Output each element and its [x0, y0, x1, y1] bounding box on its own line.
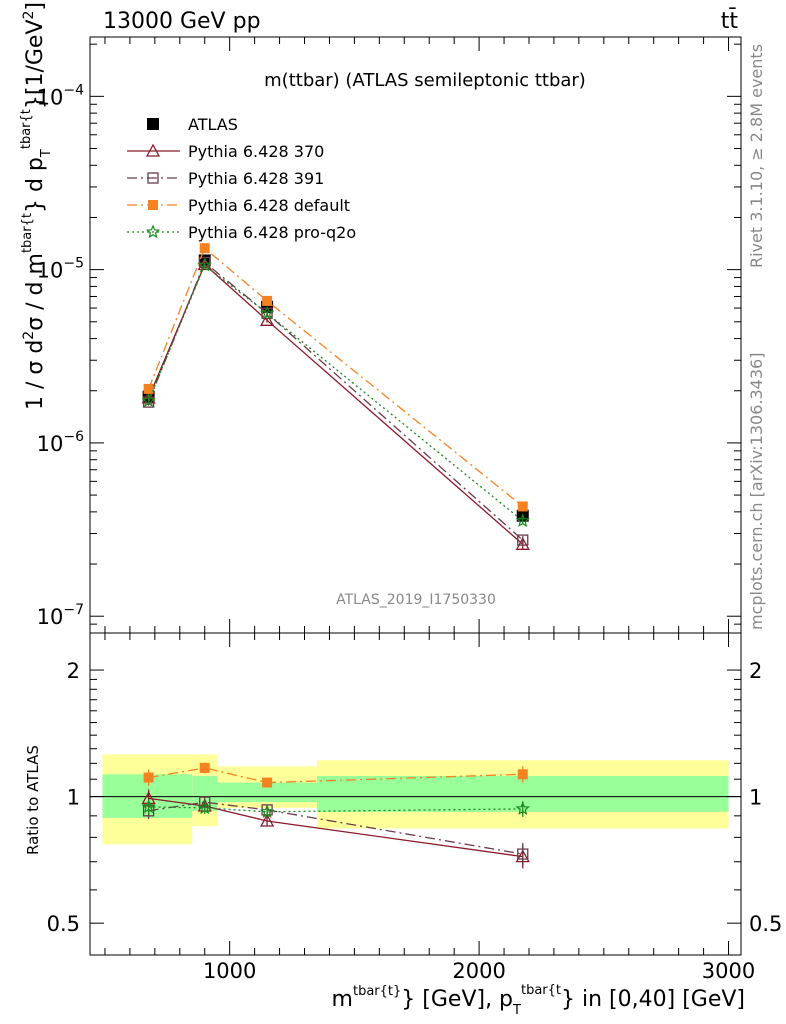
- point-pythia-6-428-default: [262, 777, 273, 788]
- ratio-y-axis-label: Ratio to ATLAS: [24, 745, 42, 855]
- ratio-y-tick-label-left: 1: [67, 786, 80, 810]
- main-series: [141, 243, 531, 550]
- legend-label-atlas: ATLAS: [188, 115, 238, 134]
- point-pythia-6-428-pro-q2o: [259, 804, 275, 818]
- point-pythia-6-428-391: [517, 848, 529, 860]
- header-left: 13000 GeV pp: [103, 9, 261, 34]
- point-pythia-6-428-default: [199, 762, 210, 773]
- point-pythia-6-428-default: [143, 383, 154, 394]
- series-line-pythia-6-428-370: [148, 797, 523, 858]
- y-tick-label: 10−7: [37, 602, 84, 629]
- point-pythia-6-428-370: [259, 813, 275, 827]
- series-line-pythia-6-428-pro-q2o: [147, 264, 524, 522]
- chart-title: m(ttbar) (ATLAS semileptonic ttbar): [264, 70, 586, 91]
- legend-marker-pythia-6-428-default: [148, 200, 158, 210]
- x-axis-label: mtbar{t}} [GeV], pTtbar{t} in [0,40] [Ge…: [332, 983, 745, 1018]
- x-tick-label: 1000: [203, 959, 256, 983]
- analysis-watermark: ATLAS_2019_I1750330: [336, 592, 496, 608]
- legend-label-pythia-6-428-default: Pythia 6.428 default: [188, 196, 350, 215]
- legend: ATLAS Pythia 6.428 370 Pythia 6.428 391 Pyt…: [127, 115, 356, 242]
- point-pythia-6-428-pro-q2o: [259, 305, 275, 320]
- legend-label-pythia-6-428-pro-q2o: Pythia 6.428 pro-q2o: [188, 223, 356, 242]
- main-y-axis-label: 1 / σ d2σ / d mtbar{t} d pTtbar{t}[1/GeV…: [19, 2, 54, 410]
- y-tick-label: 10−6: [37, 429, 84, 456]
- series-line-pythia-6-428-default: [147, 247, 524, 507]
- ratio-panel-frame: [89, 632, 742, 956]
- ratio-series: [141, 762, 531, 869]
- point-pythia-6-428-pro-q2o: [141, 393, 156, 407]
- x-tick-label: 2000: [452, 959, 505, 983]
- legend-marker-pythia-6-428-370: [145, 143, 161, 157]
- legend-marker-atlas: [147, 118, 159, 130]
- ratio-y-tick-label-left: 2: [67, 659, 80, 683]
- point-pythia-6-428-default: [199, 243, 210, 254]
- point-pythia-6-428-391: [517, 534, 529, 546]
- point-pythia-6-428-pro-q2o: [515, 513, 531, 527]
- point-pythia-6-428-pro-q2o: [515, 801, 531, 815]
- point-pythia-6-428-default: [143, 772, 154, 783]
- point-pythia-6-428-pro-q2o: [141, 799, 156, 814]
- series-line-pythia-6-428-pro-q2o: [148, 806, 523, 813]
- point-pythia-6-428-391: [142, 396, 155, 408]
- series-line-pythia-6-428-default: [148, 767, 523, 784]
- legend-marker-pythia-6-428-391: [147, 172, 159, 184]
- rivet-label: Rivet 3.1.10, ≥ 2.8M events: [747, 44, 766, 268]
- y-tick-label: 10−5: [37, 256, 84, 283]
- ratio-y-tick-label-right: 1: [749, 786, 762, 810]
- point-pythia-6-428-pro-q2o: [197, 800, 212, 815]
- source-label: mcplots.cern.ch [arXiv:1306.3436]: [747, 353, 766, 630]
- series-line-pythia-6-428-391: [148, 801, 523, 855]
- ratio-y-tick-label-right: 2: [749, 659, 762, 683]
- series-line-pythia-6-428-391: [147, 261, 524, 541]
- ratio-bands: [102, 754, 729, 845]
- point-pythia-6-428-370: [515, 536, 530, 550]
- legend-marker-pythia-6-428-pro-q2o: [145, 224, 161, 239]
- ratio-band-green: [217, 782, 317, 803]
- point-pythia-6-428-370: [259, 312, 275, 326]
- legend-label-pythia-6-428-370: Pythia 6.428 370: [188, 142, 324, 161]
- ratio-y-tick-label-left: 0.5: [47, 912, 80, 936]
- point-pythia-6-428-default: [517, 769, 528, 780]
- point-pythia-6-428-pro-q2o: [197, 257, 212, 272]
- point-pythia-6-428-default: [517, 501, 528, 512]
- y-tick-label: 10−4: [37, 82, 84, 109]
- point-pythia-6-428-370: [197, 257, 212, 271]
- legend-label-pythia-6-428-391: Pythia 6.428 391: [188, 169, 324, 188]
- point-pythia-6-428-default: [262, 295, 273, 306]
- series-line-pythia-6-428-370: [148, 263, 524, 545]
- axis-ticks: 1000 2000 3000 10−7 10−6 10−5 10−4 0.5 0.5 1 1 2 2: [37, 37, 782, 983]
- x-tick-label: 3000: [702, 959, 755, 983]
- ratio-y-tick-label-right: 0.5: [749, 912, 782, 936]
- header-right: tt̄: [721, 8, 739, 34]
